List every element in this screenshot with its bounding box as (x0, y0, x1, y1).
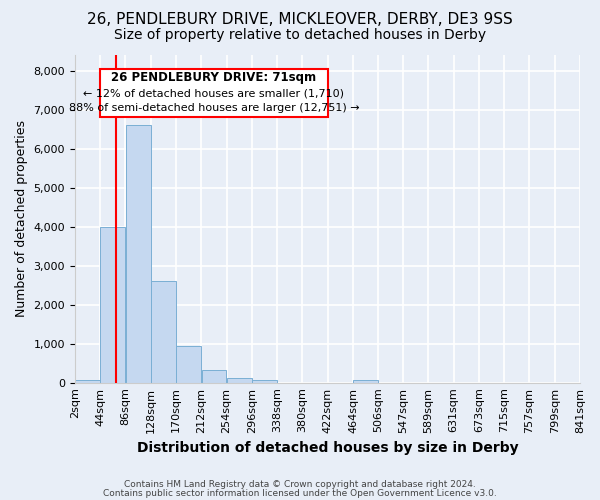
Bar (227, 378, 251, 382)
Bar (151, 282, 176, 382)
Text: 88% of semi-detached houses are larger (12,751) →: 88% of semi-detached houses are larger (… (68, 102, 359, 113)
Bar (126, 125, 151, 382)
Text: ← 12% of detached houses are smaller (1,710): ← 12% of detached houses are smaller (1,… (83, 88, 344, 98)
Bar (100, 68, 328, 117)
Y-axis label: Number of detached properties: Number of detached properties (15, 120, 28, 318)
Bar (353, 380, 378, 382)
Bar (100, 226, 125, 382)
Bar (176, 346, 201, 383)
Text: Contains HM Land Registry data © Crown copyright and database right 2024.: Contains HM Land Registry data © Crown c… (124, 480, 476, 489)
Bar (252, 380, 277, 382)
Text: 26 PENDLEBURY DRIVE: 71sqm: 26 PENDLEBURY DRIVE: 71sqm (112, 71, 317, 84)
Text: 26, PENDLEBURY DRIVE, MICKLEOVER, DERBY, DE3 9SS: 26, PENDLEBURY DRIVE, MICKLEOVER, DERBY,… (87, 12, 513, 28)
Bar (75, 380, 100, 382)
Bar (202, 370, 226, 382)
Text: Contains public sector information licensed under the Open Government Licence v3: Contains public sector information licen… (103, 488, 497, 498)
X-axis label: Distribution of detached houses by size in Derby: Distribution of detached houses by size … (137, 441, 518, 455)
Text: Size of property relative to detached houses in Derby: Size of property relative to detached ho… (114, 28, 486, 42)
